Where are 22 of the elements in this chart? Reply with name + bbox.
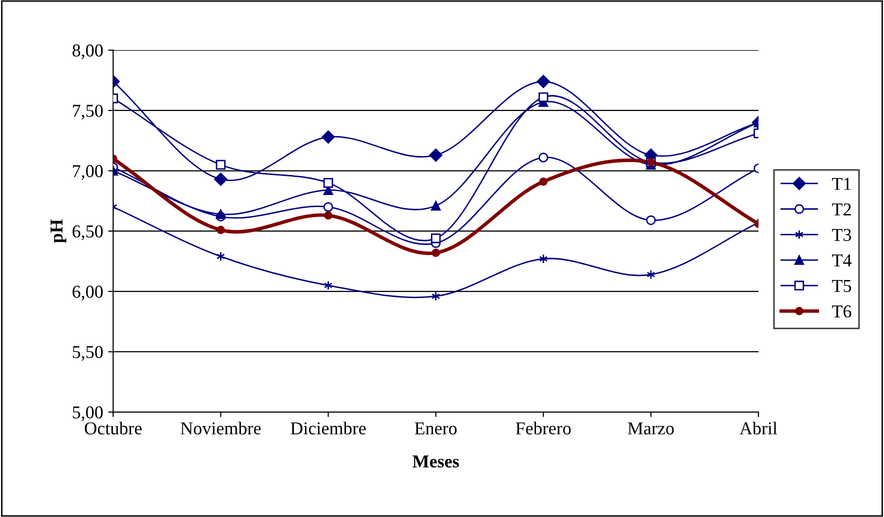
legend-label: T5 — [832, 280, 852, 292]
y-tick-label: 7,50 — [73, 104, 103, 120]
x-axis-title: Meses — [412, 456, 459, 468]
x-tick-label: Febrero — [516, 422, 571, 434]
x-tick-label: Diciembre — [290, 422, 366, 434]
y-tick-label: 6,50 — [72, 225, 103, 240]
x-tick-label: Octubre — [84, 422, 142, 434]
legend-label: T4 — [832, 254, 852, 266]
y-tick-label: 7,00 — [73, 165, 103, 180]
x-tick-label: Abril — [740, 422, 778, 434]
x-tick-label: Noviembre — [180, 422, 261, 434]
legend-label: T3 — [832, 228, 852, 242]
y-tick-label: 5,50 — [72, 346, 103, 361]
y-tick-label: 5,00 — [72, 406, 103, 422]
legend-label: T6 — [832, 305, 852, 318]
y-axis-title: pH — [50, 219, 66, 243]
x-tick-label: Enero — [414, 422, 457, 434]
legend-label: T2 — [832, 203, 851, 216]
x-tick-label: Marzo — [628, 422, 674, 434]
y-tick-label: 8,00 — [72, 44, 103, 60]
legend-label: T1 — [832, 178, 851, 190]
y-tick-label: 6,00 — [72, 286, 103, 300]
